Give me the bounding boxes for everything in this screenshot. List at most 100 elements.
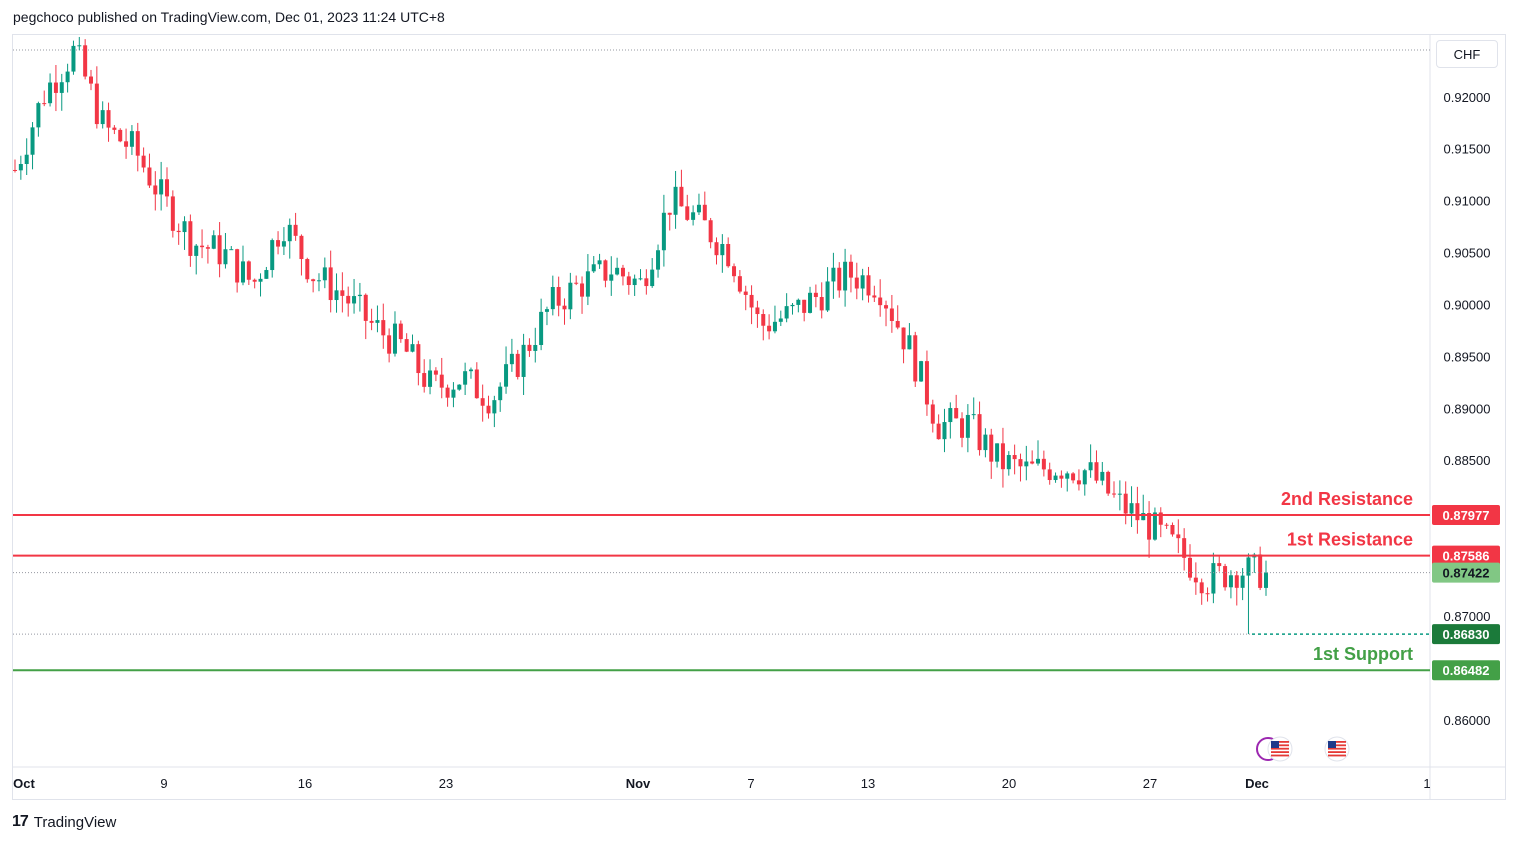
low-price-tag — [1432, 624, 1500, 645]
y-tick-label: 0.87000 — [1444, 609, 1491, 624]
candle-body — [346, 295, 351, 304]
flag-stripe — [1328, 747, 1346, 750]
candle-body — [533, 344, 538, 351]
candle-body — [1059, 475, 1064, 479]
candle-body — [1152, 512, 1157, 540]
candle-body — [825, 281, 830, 311]
candle-body — [433, 370, 438, 375]
candle-body — [626, 276, 631, 286]
x-tick-label: 23 — [439, 776, 453, 791]
candle-body — [498, 386, 503, 401]
publish-header: pegchoco published on TradingView.com, D… — [13, 9, 445, 25]
candle-body — [392, 323, 397, 354]
candle-body — [59, 82, 64, 93]
candle-body — [860, 275, 865, 289]
chart-frame — [12, 34, 1506, 800]
x-tick-label: Nov — [626, 776, 651, 791]
y-tick-label: 0.89500 — [1444, 349, 1491, 364]
candle-body — [194, 245, 199, 256]
candle-body — [971, 414, 976, 416]
candle-body — [211, 235, 216, 249]
candle-body — [813, 292, 818, 298]
candle-body — [30, 127, 35, 155]
candle-body — [486, 405, 491, 414]
candle-body — [270, 240, 275, 271]
candle-body — [363, 294, 368, 321]
candle-body — [1164, 524, 1169, 526]
candle-body — [53, 82, 58, 93]
candle-body — [1030, 461, 1035, 464]
candle-body — [644, 278, 649, 287]
candle-body — [656, 250, 661, 270]
candle-body — [252, 279, 257, 282]
flag-stripe — [1271, 747, 1289, 750]
candle-body — [661, 212, 666, 251]
candle-body — [504, 364, 509, 387]
candle-body — [539, 311, 544, 345]
x-tick-label: 20 — [1002, 776, 1016, 791]
x-tick-label: Dec — [1245, 776, 1269, 791]
candle-body — [18, 163, 23, 171]
candle-body — [749, 294, 754, 308]
candle-body — [200, 245, 205, 248]
candle-body — [340, 290, 345, 296]
footer: 17 TradingView — [12, 813, 116, 831]
candle-body — [1053, 475, 1058, 481]
y-tick-label: 0.86000 — [1444, 713, 1491, 728]
candle-body — [942, 422, 947, 440]
candle-body — [42, 103, 47, 105]
candle-body — [772, 321, 777, 332]
candle-body — [1264, 572, 1268, 588]
candle-body — [13, 169, 17, 171]
candle-body — [1188, 557, 1193, 578]
candle-body — [948, 408, 953, 423]
candle-body — [375, 320, 380, 323]
candle-body — [609, 274, 614, 281]
candle-body — [989, 434, 994, 462]
flag-stripe — [1271, 744, 1289, 747]
candle-body — [316, 280, 321, 282]
candle-body — [732, 266, 737, 277]
candle-body — [995, 443, 1000, 462]
candle-body — [480, 398, 485, 406]
candle-body — [112, 127, 117, 130]
flag-stripe — [1328, 754, 1346, 757]
candle-body — [550, 287, 555, 310]
candle-body — [328, 267, 333, 301]
current-price-text: 0.87422 — [1443, 566, 1490, 581]
footer-brand[interactable]: TradingView — [33, 813, 117, 831]
flag-stripe — [1271, 741, 1289, 743]
candle-body — [1041, 458, 1046, 470]
currency-button[interactable]: CHF — [1436, 40, 1498, 68]
candle-body — [784, 306, 789, 319]
candle-body — [737, 276, 742, 292]
candle-body — [521, 344, 526, 377]
candle-body — [94, 83, 99, 125]
candle-body — [1217, 563, 1222, 567]
candle-body — [837, 267, 842, 291]
candle-body — [1211, 563, 1216, 594]
low-price-text: 0.86830 — [1443, 627, 1490, 642]
candle-body — [673, 186, 678, 215]
candle-body — [36, 103, 41, 128]
candle-body — [276, 240, 281, 247]
candle-body — [235, 249, 240, 283]
candle-body — [960, 418, 965, 438]
candle-body — [515, 353, 520, 377]
candle-body — [755, 307, 760, 315]
candle-body — [1246, 557, 1251, 576]
candle-body — [696, 204, 701, 213]
candle-body — [404, 339, 409, 352]
candle-body — [65, 71, 70, 83]
x-tick-label: 9 — [160, 776, 167, 791]
candle-body — [1182, 538, 1187, 558]
candle-body — [147, 167, 152, 186]
candle-body — [264, 270, 269, 279]
resistance-price-text: 0.87586 — [1443, 549, 1490, 564]
candle-body — [124, 141, 129, 147]
flag-stripe — [1328, 751, 1346, 753]
candle-body — [796, 299, 801, 305]
candle-body — [322, 267, 327, 281]
candle-body — [679, 186, 684, 207]
us-flag-event-icon — [1324, 736, 1350, 762]
